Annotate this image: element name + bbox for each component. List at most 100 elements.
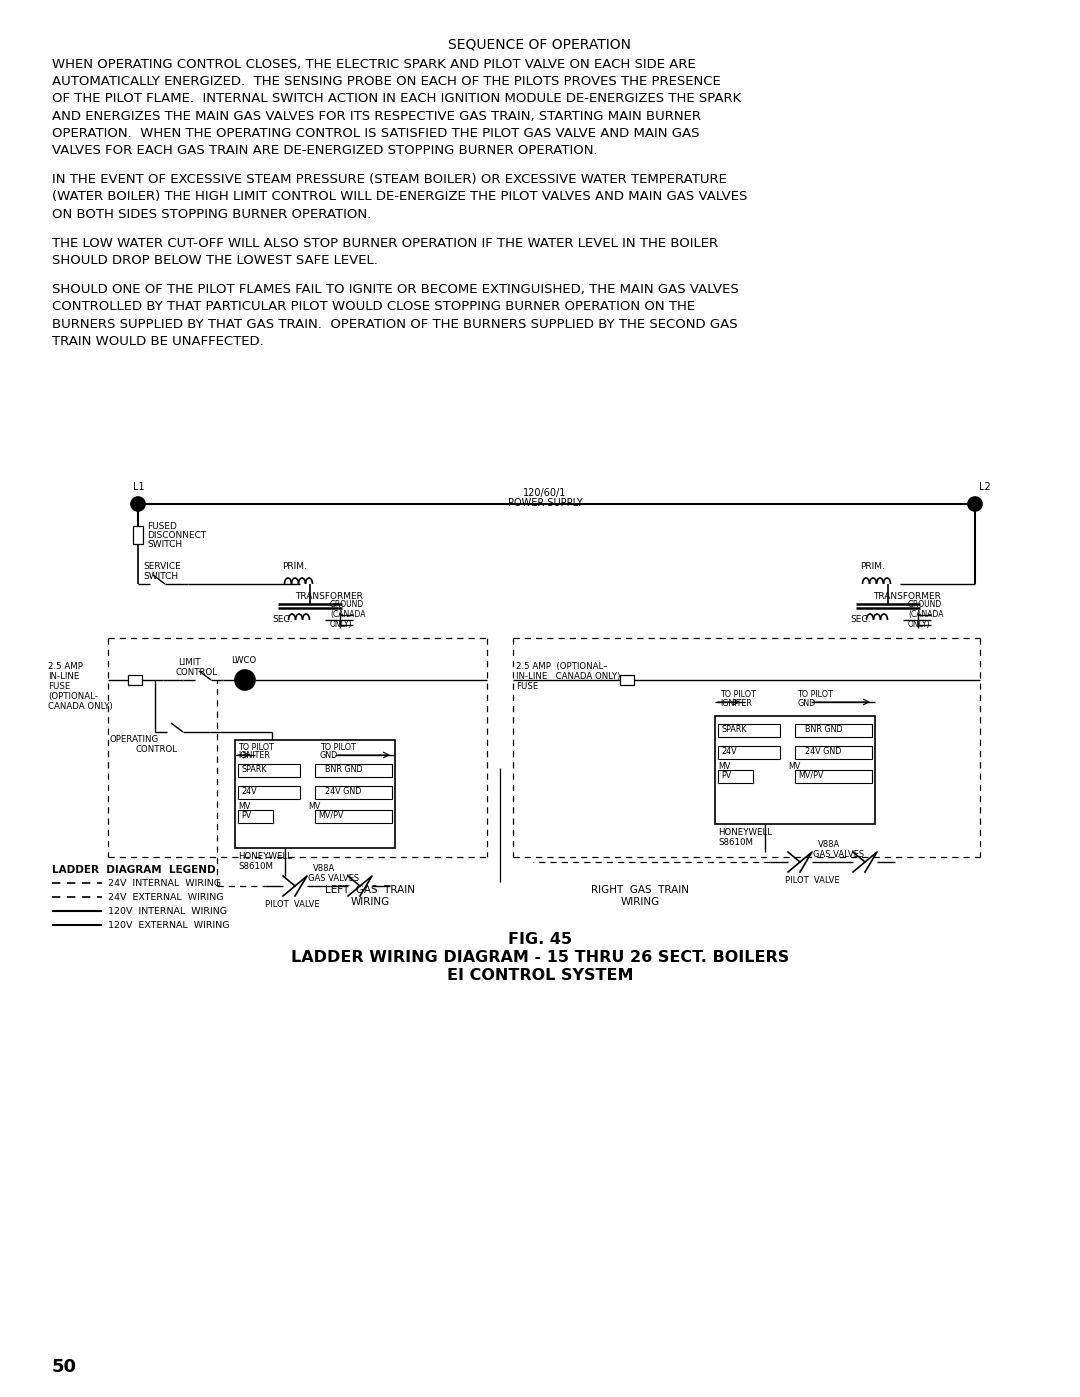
Bar [795,770,872,782]
Text: GAS VALVES: GAS VALVES [813,849,864,859]
Text: SHOULD DROP BELOW THE LOWEST SAFE LEVEL.: SHOULD DROP BELOW THE LOWEST SAFE LEVEL. [52,254,378,267]
Text: SPARK: SPARK [721,725,746,733]
Text: MV: MV [308,802,321,812]
Text: MV/PV: MV/PV [318,812,343,820]
Text: SEQUENCE OF OPERATION: SEQUENCE OF OPERATION [448,38,632,52]
Text: S8610M: S8610M [238,862,273,870]
Text: BNR GND: BNR GND [805,725,842,733]
Text: FIG. 45: FIG. 45 [508,932,572,947]
Text: 24V GND: 24V GND [325,787,362,796]
Circle shape [235,671,255,690]
Text: SEC.: SEC. [850,615,870,624]
Text: GAS VALVES: GAS VALVES [308,875,360,883]
Text: PILOT  VALVE: PILOT VALVE [265,900,320,909]
Text: POWER SUPPLY: POWER SUPPLY [508,497,582,509]
Text: TO PILOT: TO PILOT [238,743,274,752]
Text: FUSE: FUSE [48,682,70,692]
Text: CONTROL: CONTROL [135,745,177,754]
Bar [238,764,300,777]
Text: TRAIN WOULD BE UNAFFECTED.: TRAIN WOULD BE UNAFFECTED. [52,335,264,348]
Text: CANADA ONLY): CANADA ONLY) [48,703,112,711]
Text: SERVICE: SERVICE [143,562,180,571]
Bar [718,770,753,782]
Bar [315,764,392,777]
Text: ONLY): ONLY) [330,620,352,629]
Text: 2.5 AMP: 2.5 AMP [48,662,83,671]
Circle shape [131,497,145,511]
Text: SWITCH: SWITCH [147,541,183,549]
Text: TRANSFORMER: TRANSFORMER [873,592,941,601]
Text: RIGHT  GAS  TRAIN: RIGHT GAS TRAIN [591,886,689,895]
Text: 120V  EXTERNAL  WIRING: 120V EXTERNAL WIRING [108,921,229,930]
Text: L1: L1 [133,482,145,492]
Text: LWCO: LWCO [231,657,256,665]
Text: PRIM.: PRIM. [282,562,307,571]
Text: TO PILOT: TO PILOT [720,690,756,698]
Circle shape [968,497,982,511]
Text: LADDER WIRING DIAGRAM - 15 THRU 26 SECT. BOILERS: LADDER WIRING DIAGRAM - 15 THRU 26 SECT.… [291,950,789,965]
Text: S8610M: S8610M [718,838,753,847]
Text: GROUND: GROUND [330,599,364,609]
Text: IN THE EVENT OF EXCESSIVE STEAM PRESSURE (STEAM BOILER) OR EXCESSIVE WATER TEMPE: IN THE EVENT OF EXCESSIVE STEAM PRESSURE… [52,173,727,186]
Text: (OPTIONAL-: (OPTIONAL- [48,692,98,701]
Bar [238,810,273,823]
Bar [795,724,872,738]
Bar [129,675,141,685]
Text: 50: 50 [52,1358,77,1376]
Text: FUSED: FUSED [147,522,177,531]
Text: EI CONTROL SYSTEM: EI CONTROL SYSTEM [447,968,633,983]
Text: VALVES FOR EACH GAS TRAIN ARE DE-ENERGIZED STOPPING BURNER OPERATION.: VALVES FOR EACH GAS TRAIN ARE DE-ENERGIZ… [52,144,597,156]
Text: 24V GND: 24V GND [805,747,841,756]
Bar [715,717,875,824]
Text: DISCONNECT: DISCONNECT [147,531,206,541]
Text: V88A: V88A [313,863,335,873]
Text: ONLY): ONLY) [908,620,931,629]
Text: IGNITER: IGNITER [238,752,270,760]
Text: PRIM.: PRIM. [860,562,885,571]
Text: 24V: 24V [721,747,737,756]
Text: LADDER  DIAGRAM  LEGEND: LADDER DIAGRAM LEGEND [52,865,216,875]
Text: HONEYWELL: HONEYWELL [718,828,772,837]
Text: (CANADA: (CANADA [908,610,944,619]
Text: MV: MV [718,761,730,771]
Text: WHEN OPERATING CONTROL CLOSES, THE ELECTRIC SPARK AND PILOT VALVE ON EACH SIDE A: WHEN OPERATING CONTROL CLOSES, THE ELECT… [52,59,696,71]
Text: AND ENERGIZES THE MAIN GAS VALVES FOR ITS RESPECTIVE GAS TRAIN, STARTING MAIN BU: AND ENERGIZES THE MAIN GAS VALVES FOR IT… [52,109,701,123]
Text: GND: GND [797,698,815,708]
Text: MV/PV: MV/PV [798,771,823,780]
Text: 24V: 24V [241,787,257,796]
Text: (WATER BOILER) THE HIGH LIMIT CONTROL WILL DE-ENERGIZE THE PILOT VALVES AND MAIN: (WATER BOILER) THE HIGH LIMIT CONTROL WI… [52,190,747,204]
Text: MV: MV [788,761,800,771]
Text: PV: PV [721,771,731,780]
Text: SPARK: SPARK [241,766,267,774]
Bar [718,746,780,759]
Text: AUTOMATICALLY ENERGIZED.  THE SENSING PROBE ON EACH OF THE PILOTS PROVES THE PRE: AUTOMATICALLY ENERGIZED. THE SENSING PRO… [52,75,720,88]
Text: CONTROL: CONTROL [175,668,217,678]
Text: BNR GND: BNR GND [325,766,363,774]
Text: GND: GND [320,752,338,760]
Text: IN-LINE: IN-LINE [48,672,79,680]
Text: GROUND: GROUND [908,599,942,609]
Text: TO PILOT: TO PILOT [320,743,356,752]
Bar [315,810,392,823]
Bar [315,787,392,799]
Text: BURNERS SUPPLIED BY THAT GAS TRAIN.  OPERATION OF THE BURNERS SUPPLIED BY THE SE: BURNERS SUPPLIED BY THAT GAS TRAIN. OPER… [52,317,738,331]
Text: L2: L2 [978,482,990,492]
Text: HONEYWELL: HONEYWELL [238,852,292,861]
Text: OPERATING: OPERATING [110,735,159,745]
Text: SHOULD ONE OF THE PILOT FLAMES FAIL TO IGNITE OR BECOME EXTINGUISHED, THE MAIN G: SHOULD ONE OF THE PILOT FLAMES FAIL TO I… [52,284,739,296]
Text: (CANADA: (CANADA [330,610,365,619]
Text: OPERATION.  WHEN THE OPERATING CONTROL IS SATISFIED THE PILOT GAS VALVE AND MAIN: OPERATION. WHEN THE OPERATING CONTROL IS… [52,127,700,140]
Text: PV: PV [241,812,252,820]
Text: CONTROLLED BY THAT PARTICULAR PILOT WOULD CLOSE STOPPING BURNER OPERATION ON THE: CONTROLLED BY THAT PARTICULAR PILOT WOUL… [52,300,696,313]
Text: OF THE PILOT FLAME.  INTERNAL SWITCH ACTION IN EACH IGNITION MODULE DE-ENERGIZES: OF THE PILOT FLAME. INTERNAL SWITCH ACTI… [52,92,741,105]
Text: THE LOW WATER CUT-OFF WILL ALSO STOP BURNER OPERATION IF THE WATER LEVEL IN THE : THE LOW WATER CUT-OFF WILL ALSO STOP BUR… [52,237,718,250]
Text: LEFT  GAS  TRAIN: LEFT GAS TRAIN [325,886,415,895]
Text: IGNITER: IGNITER [720,698,752,708]
Text: FUSE: FUSE [516,682,538,692]
Text: IN-LINE   CANADA ONLY): IN-LINE CANADA ONLY) [516,672,620,680]
Bar [238,787,300,799]
Text: TRANSFORMER: TRANSFORMER [295,592,363,601]
Text: SWITCH: SWITCH [143,571,178,581]
Text: V88A: V88A [818,840,840,849]
Bar [795,746,872,759]
